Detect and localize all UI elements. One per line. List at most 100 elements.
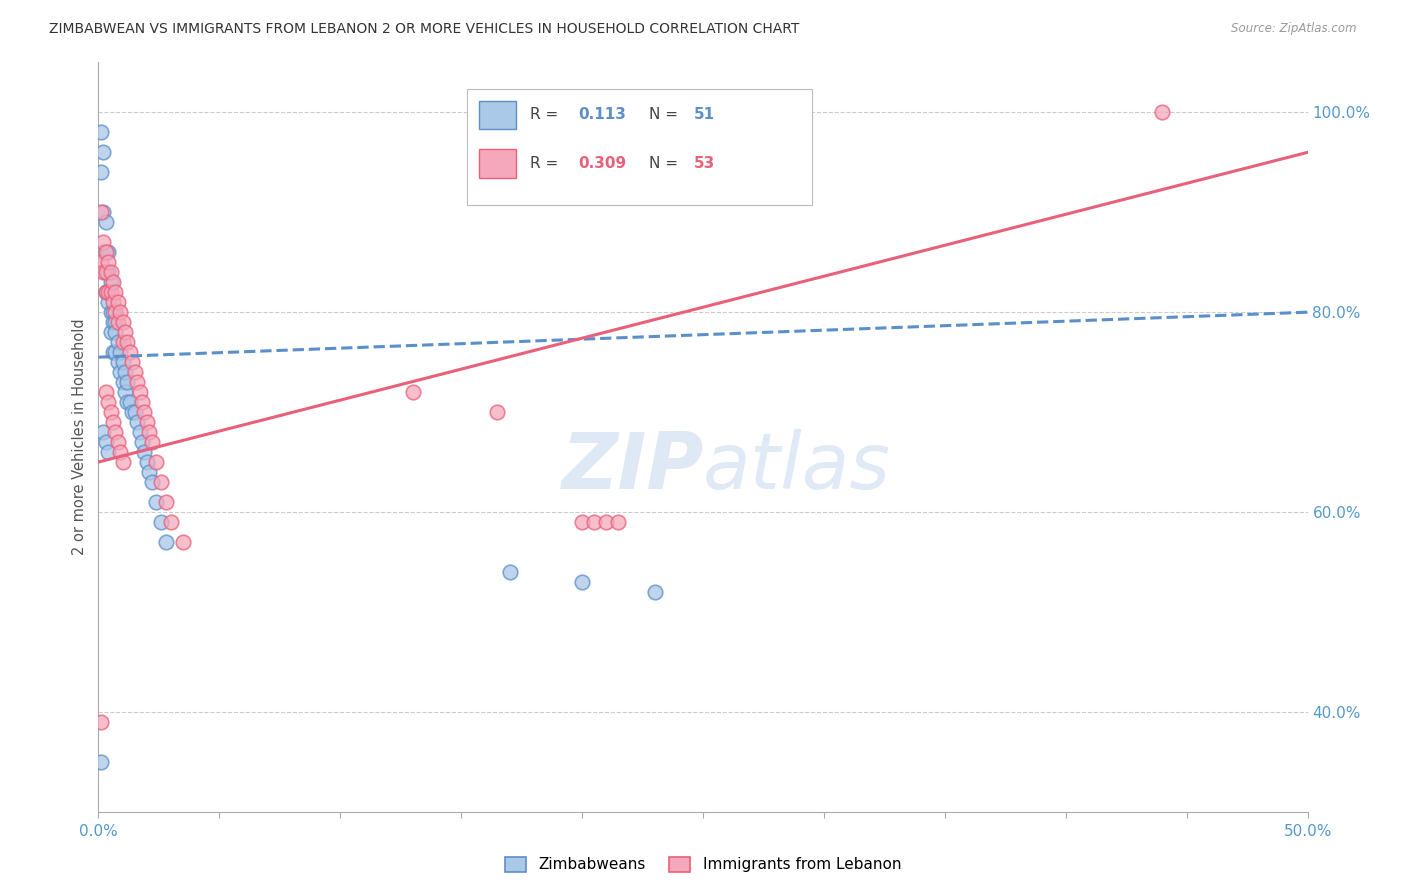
Point: [108, 365, 131, 379]
Point: [127, 375, 149, 389]
Point: [91, 235, 114, 250]
Point: [101, 315, 124, 329]
Point: [124, 405, 146, 419]
Point: [107, 335, 129, 350]
Point: [104, 315, 127, 329]
Point: [94, 265, 117, 279]
Text: R =: R =: [530, 156, 564, 171]
Point: [107, 435, 129, 450]
Point: [104, 325, 127, 339]
Point: [108, 345, 131, 359]
Point: [97, 295, 120, 310]
Point: [107, 295, 129, 310]
Point: [90, 165, 112, 179]
Point: [145, 455, 167, 469]
Point: [1152, 105, 1174, 120]
Text: 0.113: 0.113: [578, 107, 626, 122]
Point: [100, 265, 122, 279]
Point: [117, 375, 139, 389]
Text: R =: R =: [530, 107, 564, 122]
Point: [94, 435, 117, 450]
Point: [135, 415, 157, 429]
Point: [108, 445, 131, 459]
Point: [117, 335, 139, 350]
Point: [104, 425, 127, 439]
Point: [97, 255, 120, 269]
Point: [111, 355, 134, 369]
Point: [97, 265, 120, 279]
Point: [121, 355, 143, 369]
Point: [402, 385, 425, 400]
Text: Source: ZipAtlas.com: Source: ZipAtlas.com: [1232, 22, 1357, 36]
Point: [121, 405, 143, 419]
Point: [90, 255, 112, 269]
Point: [100, 285, 122, 300]
Point: [111, 375, 134, 389]
Point: [94, 215, 117, 229]
Y-axis label: 2 or more Vehicles in Household: 2 or more Vehicles in Household: [72, 318, 87, 556]
Point: [571, 515, 593, 529]
Point: [117, 395, 139, 409]
Point: [94, 245, 117, 260]
Point: [101, 305, 124, 319]
Text: 53: 53: [693, 156, 714, 171]
Legend: Zimbabweans, Immigrants from Lebanon: Zimbabweans, Immigrants from Lebanon: [502, 854, 904, 875]
Point: [131, 435, 153, 450]
Point: [114, 385, 136, 400]
Point: [94, 245, 117, 260]
Point: [134, 405, 156, 419]
Point: [135, 455, 157, 469]
Point: [571, 574, 593, 589]
Point: [97, 445, 120, 459]
Point: [90, 205, 112, 219]
Point: [97, 395, 120, 409]
Point: [607, 515, 630, 529]
Point: [114, 325, 136, 339]
Point: [100, 325, 122, 339]
Text: N =: N =: [648, 107, 682, 122]
Point: [145, 495, 167, 509]
Point: [94, 285, 117, 300]
Point: [114, 365, 136, 379]
Point: [155, 535, 177, 549]
Point: [595, 515, 617, 529]
Point: [94, 385, 117, 400]
Point: [141, 475, 163, 489]
Point: [94, 265, 117, 279]
Point: [127, 415, 149, 429]
Point: [111, 335, 134, 350]
Point: [91, 205, 114, 219]
FancyBboxPatch shape: [467, 88, 811, 205]
Point: [91, 245, 114, 260]
Point: [90, 125, 112, 139]
Point: [90, 714, 112, 729]
Point: [101, 415, 124, 429]
Point: [101, 345, 124, 359]
Point: [124, 365, 146, 379]
Point: [118, 345, 141, 359]
Text: ZIP: ZIP: [561, 429, 703, 505]
Point: [91, 265, 114, 279]
Point: [160, 515, 183, 529]
Point: [150, 475, 173, 489]
Point: [172, 535, 194, 549]
Point: [90, 755, 112, 769]
Point: [111, 315, 134, 329]
Point: [138, 425, 160, 439]
Point: [128, 425, 150, 439]
Text: atlas: atlas: [703, 429, 891, 505]
Point: [94, 285, 117, 300]
Point: [583, 515, 606, 529]
Bar: [479, 149, 516, 178]
Text: N =: N =: [648, 156, 682, 171]
Point: [155, 495, 177, 509]
Point: [644, 585, 666, 599]
Bar: [479, 101, 516, 129]
Point: [131, 395, 153, 409]
Point: [104, 285, 127, 300]
Point: [486, 405, 509, 419]
Point: [91, 145, 114, 160]
Point: [107, 315, 129, 329]
Point: [128, 385, 150, 400]
Point: [97, 245, 120, 260]
